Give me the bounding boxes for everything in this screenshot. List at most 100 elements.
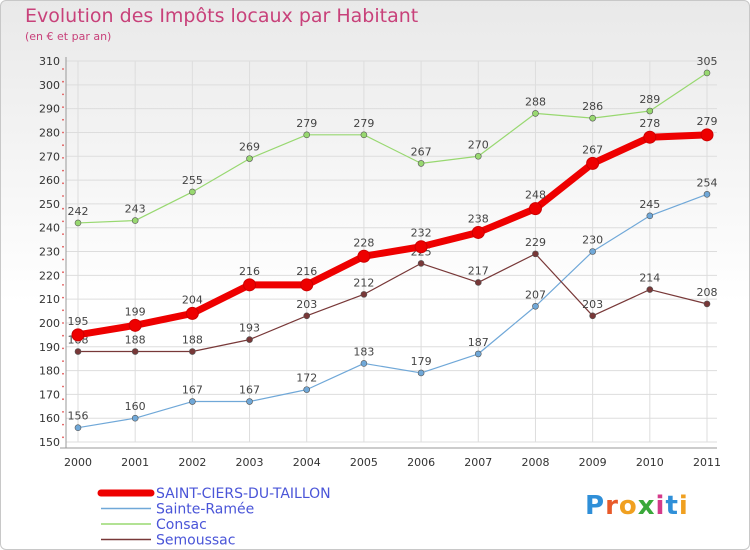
data-label: 160 xyxy=(125,400,146,413)
y-tick-label: 180 xyxy=(39,365,60,378)
series-line xyxy=(77,253,708,353)
y-tick-label: 190 xyxy=(39,341,60,354)
data-label: 248 xyxy=(525,189,546,202)
data-label: 212 xyxy=(353,276,374,289)
y-tick-label: 230 xyxy=(39,246,60,259)
data-point xyxy=(417,160,425,167)
axis-dot xyxy=(62,436,64,439)
data-point xyxy=(589,248,596,255)
x-tick-label: 2003 xyxy=(236,456,264,469)
data-label: 288 xyxy=(525,95,546,108)
data-point xyxy=(646,107,654,115)
axis-dot xyxy=(62,296,64,299)
data-point xyxy=(589,312,596,320)
axis-dot xyxy=(62,360,64,362)
legend-label: Sainte-Ramée xyxy=(156,502,254,518)
data-label: 216 xyxy=(296,265,317,278)
axis-dot xyxy=(62,385,64,388)
data-label: 199 xyxy=(125,305,146,318)
data-point xyxy=(303,312,311,320)
y-tick-label: 290 xyxy=(39,103,60,116)
data-point xyxy=(74,424,82,432)
y-tick-label: 300 xyxy=(39,79,60,92)
data-point xyxy=(703,69,711,77)
data-label: 254 xyxy=(697,176,718,189)
legend-label: Semoussac xyxy=(156,533,235,549)
data-point xyxy=(360,291,368,298)
data-label: 216 xyxy=(239,265,260,278)
data-label: 230 xyxy=(582,234,603,247)
series-group: 242 243 255 269 279 279 267 270 288 286 289 305 156 1… xyxy=(68,55,718,432)
data-label: 243 xyxy=(125,203,146,216)
data-label: 204 xyxy=(182,293,203,306)
data-label: 242 xyxy=(68,205,89,218)
data-point xyxy=(474,152,482,160)
data-label: 172 xyxy=(296,372,317,385)
data-point xyxy=(74,348,82,355)
axis-dot xyxy=(62,398,64,401)
data-point xyxy=(357,249,371,263)
data-point xyxy=(532,110,539,117)
y-tick-label: 270 xyxy=(39,150,60,163)
data-point xyxy=(414,240,428,254)
data-point xyxy=(131,348,139,355)
data-label: 255 xyxy=(182,174,203,187)
data-point xyxy=(586,156,600,170)
logo-letter: i xyxy=(655,491,666,521)
data-label: 188 xyxy=(125,334,146,347)
data-point xyxy=(185,306,199,320)
y-tick-label: 160 xyxy=(39,412,60,425)
axis-dot xyxy=(62,347,64,350)
data-label: 278 xyxy=(639,117,660,130)
data-label: 305 xyxy=(697,55,718,68)
x-tick-label: 2007 xyxy=(464,456,492,469)
y-tick-label: 280 xyxy=(39,126,60,139)
data-label: 214 xyxy=(639,272,660,285)
data-point xyxy=(189,348,196,355)
data-label: 286 xyxy=(582,100,603,113)
data-point xyxy=(646,212,654,220)
axis-dot xyxy=(62,106,64,108)
legend-label: Consac xyxy=(156,517,207,533)
data-label: 270 xyxy=(468,138,489,151)
data-point xyxy=(189,398,196,405)
data-label: 167 xyxy=(182,384,203,397)
y-tick-label: 220 xyxy=(39,269,60,282)
data-point xyxy=(471,225,485,239)
axis-dot xyxy=(62,423,64,426)
data-label: 289 xyxy=(639,93,660,106)
axis-dot xyxy=(62,207,64,210)
data-point xyxy=(189,188,196,196)
data-point xyxy=(243,278,257,292)
x-tick-label: 2009 xyxy=(579,456,607,469)
axis-dot xyxy=(62,372,64,375)
data-label: 193 xyxy=(239,322,260,335)
axis-dot xyxy=(62,233,64,236)
y-tick-label: 170 xyxy=(39,388,60,401)
axis-dot xyxy=(62,80,64,83)
x-axis-ticks: 2000 2001 2002 2003 2004 2005 2006 2007 2008 2009… xyxy=(64,456,721,469)
data-point xyxy=(700,128,714,142)
data-point xyxy=(71,328,85,342)
axis-dot xyxy=(62,245,64,248)
legend-label: SAINT-CIERS-DU-TAILLON xyxy=(156,486,331,502)
x-tick-label: 2001 xyxy=(121,456,149,469)
data-point xyxy=(246,398,253,405)
data-label: 238 xyxy=(468,212,489,225)
data-point xyxy=(643,130,657,144)
data-label: 188 xyxy=(182,334,203,347)
x-tick-label: 2008 xyxy=(521,456,549,469)
y-tick-label: 240 xyxy=(39,222,60,235)
chart-title: Evolution des Impôts locaux par Habitant xyxy=(25,5,419,27)
data-point xyxy=(474,279,482,286)
data-label: 207 xyxy=(525,288,546,301)
axis-dot xyxy=(62,118,64,121)
data-point xyxy=(360,360,368,367)
data-point xyxy=(300,278,314,292)
y-tick-label: 310 xyxy=(39,55,60,68)
data-point xyxy=(528,202,542,216)
data-point xyxy=(131,414,139,422)
axis-dot xyxy=(62,182,64,185)
